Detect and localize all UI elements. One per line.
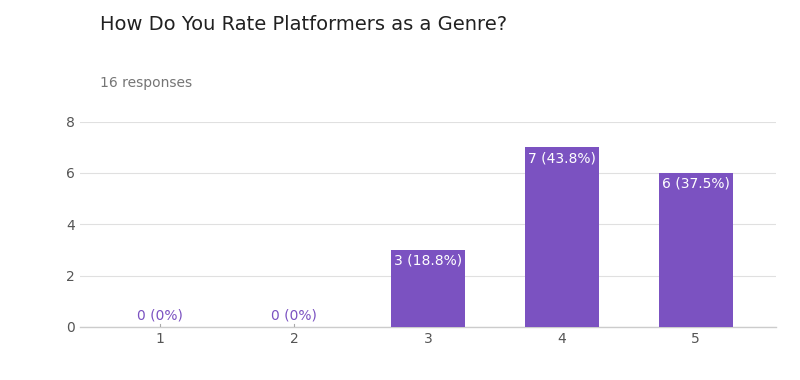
Text: How Do You Rate Platformers as a Genre?: How Do You Rate Platformers as a Genre?: [100, 15, 507, 34]
Text: 6 (37.5%): 6 (37.5%): [662, 177, 730, 191]
Bar: [391, 250, 465, 327]
Text: 0 (0%): 0 (0%): [138, 309, 183, 323]
Text: 16 responses: 16 responses: [100, 76, 192, 90]
Bar: [659, 173, 733, 327]
Text: 7 (43.8%): 7 (43.8%): [528, 151, 596, 165]
Text: 3 (18.8%): 3 (18.8%): [394, 254, 462, 268]
Text: 0 (0%): 0 (0%): [271, 309, 317, 323]
Bar: [525, 147, 598, 327]
